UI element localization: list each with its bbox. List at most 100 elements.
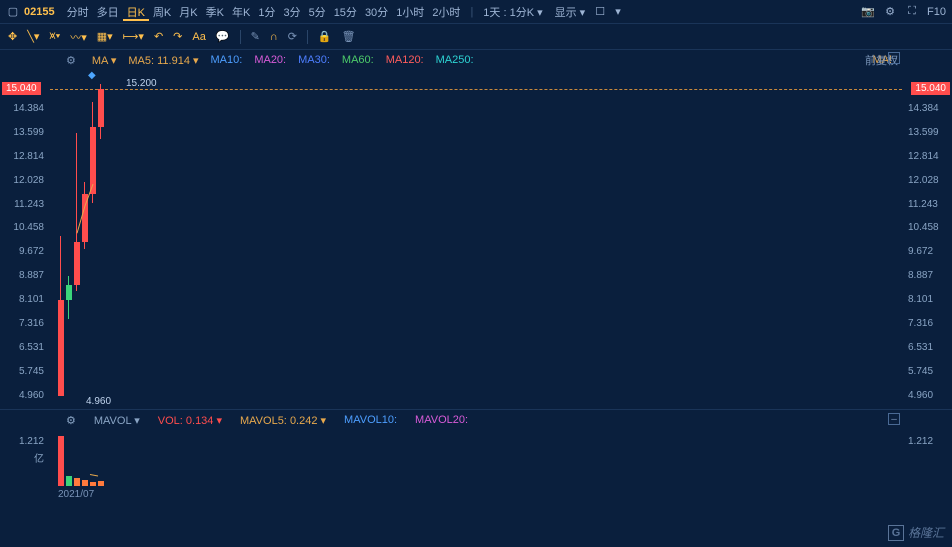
watermark: G 格隆汇: [888, 524, 944, 541]
y-tick: 6.531: [0, 342, 48, 353]
timeframe-分时[interactable]: 分时: [63, 7, 93, 19]
dropdown-caret[interactable]: ▾: [611, 5, 625, 18]
timeframe-5分[interactable]: 5分: [305, 7, 330, 19]
lock-tool-icon[interactable]: 🔒: [318, 30, 332, 43]
vol-label: VOL: 0.134 ▾: [158, 414, 222, 427]
y-tick: 10.458: [0, 222, 48, 233]
diamond-marker-icon: ◆: [88, 70, 96, 81]
ma5-line: [50, 70, 902, 409]
y-tick: 8.101: [0, 294, 48, 305]
settings-icon[interactable]: ⚙: [883, 5, 897, 19]
x-axis-date: 2021/07: [58, 489, 94, 500]
y-axis-left: 14.38413.59912.81412.02811.24310.4589.67…: [0, 70, 48, 409]
camera-icon[interactable]: 📷: [861, 5, 875, 19]
y-tick: 11.243: [904, 199, 952, 210]
timeframe-3分[interactable]: 3分: [279, 7, 304, 19]
y-tick: 6.531: [904, 342, 952, 353]
ma10-label: MA10:: [211, 54, 243, 66]
grid-tool-icon[interactable]: ▦▾: [97, 30, 113, 43]
line-tool-icon[interactable]: ╲▾: [27, 30, 39, 43]
low-price-annotation: 4.960: [86, 396, 111, 407]
volume-y-axis-left: 1.212 亿: [0, 430, 48, 500]
mavol10-label: MAVOL10:: [344, 414, 397, 426]
y-tick: 5.745: [904, 366, 952, 377]
collapse-volume-icon[interactable]: –: [888, 413, 900, 425]
watermark-text: 格隆汇: [908, 524, 944, 541]
y-tick: 8.101: [904, 294, 952, 305]
y-tick: 8.887: [904, 270, 952, 281]
timeframe-30分[interactable]: 30分: [361, 7, 392, 19]
display-menu[interactable]: 显示 ▾: [551, 4, 590, 20]
move-tool-icon[interactable]: ✥: [8, 30, 17, 43]
edit-tool-icon[interactable]: ✎: [251, 30, 260, 43]
separator: [307, 30, 308, 44]
mavol-dropdown[interactable]: MAVOL ▾: [94, 414, 140, 427]
comment-tool-icon[interactable]: 💬: [216, 30, 230, 43]
y-tick: 4.960: [0, 390, 48, 401]
mavol20-label: MAVOL20:: [415, 414, 468, 426]
vol-ytick: 1.212: [0, 436, 48, 447]
chart-plot-area[interactable]: ◆ 15.200 4.960: [50, 70, 902, 409]
y-tick: 14.384: [0, 103, 48, 114]
gear-icon[interactable]: ⚙: [66, 414, 76, 427]
volume-bar: [82, 480, 88, 486]
volume-chart[interactable]: 1.212 亿 1.212 2021/07: [0, 430, 952, 500]
volume-bar: [74, 478, 80, 486]
timeframe-1小时[interactable]: 1小时: [392, 7, 428, 19]
y-tick: 10.458: [904, 222, 952, 233]
gear-icon[interactable]: ⚙: [66, 54, 76, 67]
ma20-label: MA20:: [254, 54, 286, 66]
range-tool-icon[interactable]: ⟼▾: [123, 30, 144, 43]
timeframe-多日[interactable]: 多日: [93, 7, 123, 19]
volume-bar: [66, 476, 72, 486]
volume-bar: [98, 481, 104, 486]
text-tool-icon[interactable]: Aa: [192, 31, 205, 43]
timeframe-年K[interactable]: 年K: [228, 7, 254, 19]
timeframe-月K[interactable]: 月K: [175, 7, 201, 19]
y-tick: 13.599: [904, 127, 952, 138]
vol-unit: 亿: [0, 450, 48, 465]
timeframe-1分[interactable]: 1分: [254, 7, 279, 19]
redo-icon[interactable]: ↷: [173, 30, 182, 43]
timeframe-日K[interactable]: 日K: [123, 7, 149, 21]
current-price-tag-left: 15.040: [2, 82, 41, 95]
y-tick: 12.814: [904, 151, 952, 162]
wave-tool-icon[interactable]: 〰▾: [70, 29, 87, 45]
collapse-chart-icon[interactable]: –: [888, 52, 900, 64]
volume-plot-area[interactable]: 2021/07: [50, 430, 902, 500]
magnet-tool-icon[interactable]: ∩: [270, 31, 278, 43]
mavol5-line: [50, 430, 902, 500]
refresh-tool-icon[interactable]: ⟳: [288, 30, 297, 43]
volume-bar: [58, 436, 64, 486]
high-price-annotation: 15.200: [126, 78, 157, 89]
timeframe-季K[interactable]: 季K: [202, 7, 228, 19]
ma5-label: MA5: 11.914 ▾: [128, 54, 198, 67]
volume-y-axis-right: 1.212: [904, 430, 952, 500]
trend-tool-icon[interactable]: ⩙▾: [49, 30, 60, 43]
y-tick: 12.814: [0, 151, 48, 162]
ma120-label: MA120:: [386, 54, 424, 66]
candlestick-chart[interactable]: 14.38413.59912.81412.02811.24310.4589.67…: [0, 70, 952, 410]
y-tick: 13.599: [0, 127, 48, 138]
undo-icon[interactable]: ↶: [154, 30, 163, 43]
top-timeframe-bar: ▢ 02155 分时多日日K周K月K季K年K1分3分5分15分30分1小时2小时…: [0, 0, 952, 24]
timeframe-15分[interactable]: 15分: [330, 7, 361, 19]
custom-timeframe[interactable]: 1天 : 1分K ▾: [479, 4, 546, 20]
ma-dropdown[interactable]: MA ▾: [92, 54, 116, 67]
rect-icon[interactable]: ▢: [6, 5, 20, 19]
y-tick: 8.887: [0, 270, 48, 281]
timeframe-2小时[interactable]: 2小时: [428, 7, 464, 19]
fullscreen-icon[interactable]: ⛶: [905, 5, 919, 19]
timeframe-周K[interactable]: 周K: [149, 7, 175, 19]
trash-tool-icon[interactable]: 🗑: [342, 30, 356, 43]
ma30-label: MA30:: [298, 54, 330, 66]
y-axis-right: 14.38413.59912.81412.02811.24310.4589.67…: [904, 70, 952, 409]
volume-indicator-row: ⚙ MAVOL ▾ VOL: 0.134 ▾ MAVOL5: 0.242 ▾ M…: [0, 410, 952, 430]
y-tick: 7.316: [904, 318, 952, 329]
stock-code[interactable]: 02155: [24, 6, 55, 18]
square-icon[interactable]: ☐: [593, 5, 607, 19]
y-tick: 14.384: [904, 103, 952, 114]
f10-button[interactable]: F10: [927, 6, 946, 18]
vol-ytick: 1.212: [904, 436, 952, 447]
y-tick: 12.028: [904, 175, 952, 186]
